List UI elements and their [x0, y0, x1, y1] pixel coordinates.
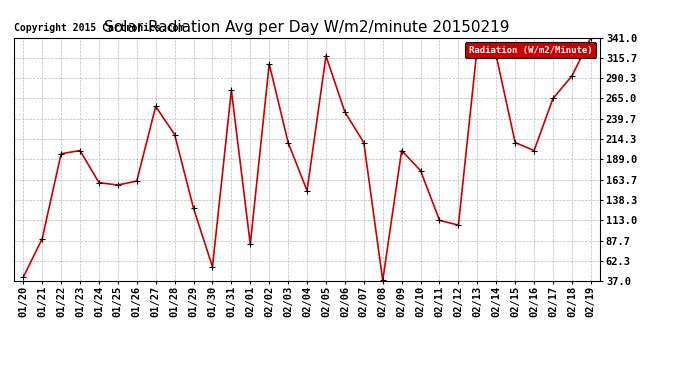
- Legend: Radiation (W/m2/Minute): Radiation (W/m2/Minute): [465, 42, 595, 58]
- Text: Copyright 2015 Cartronics.com: Copyright 2015 Cartronics.com: [14, 22, 184, 33]
- Title: Solar Radiation Avg per Day W/m2/minute 20150219: Solar Radiation Avg per Day W/m2/minute …: [104, 20, 510, 35]
